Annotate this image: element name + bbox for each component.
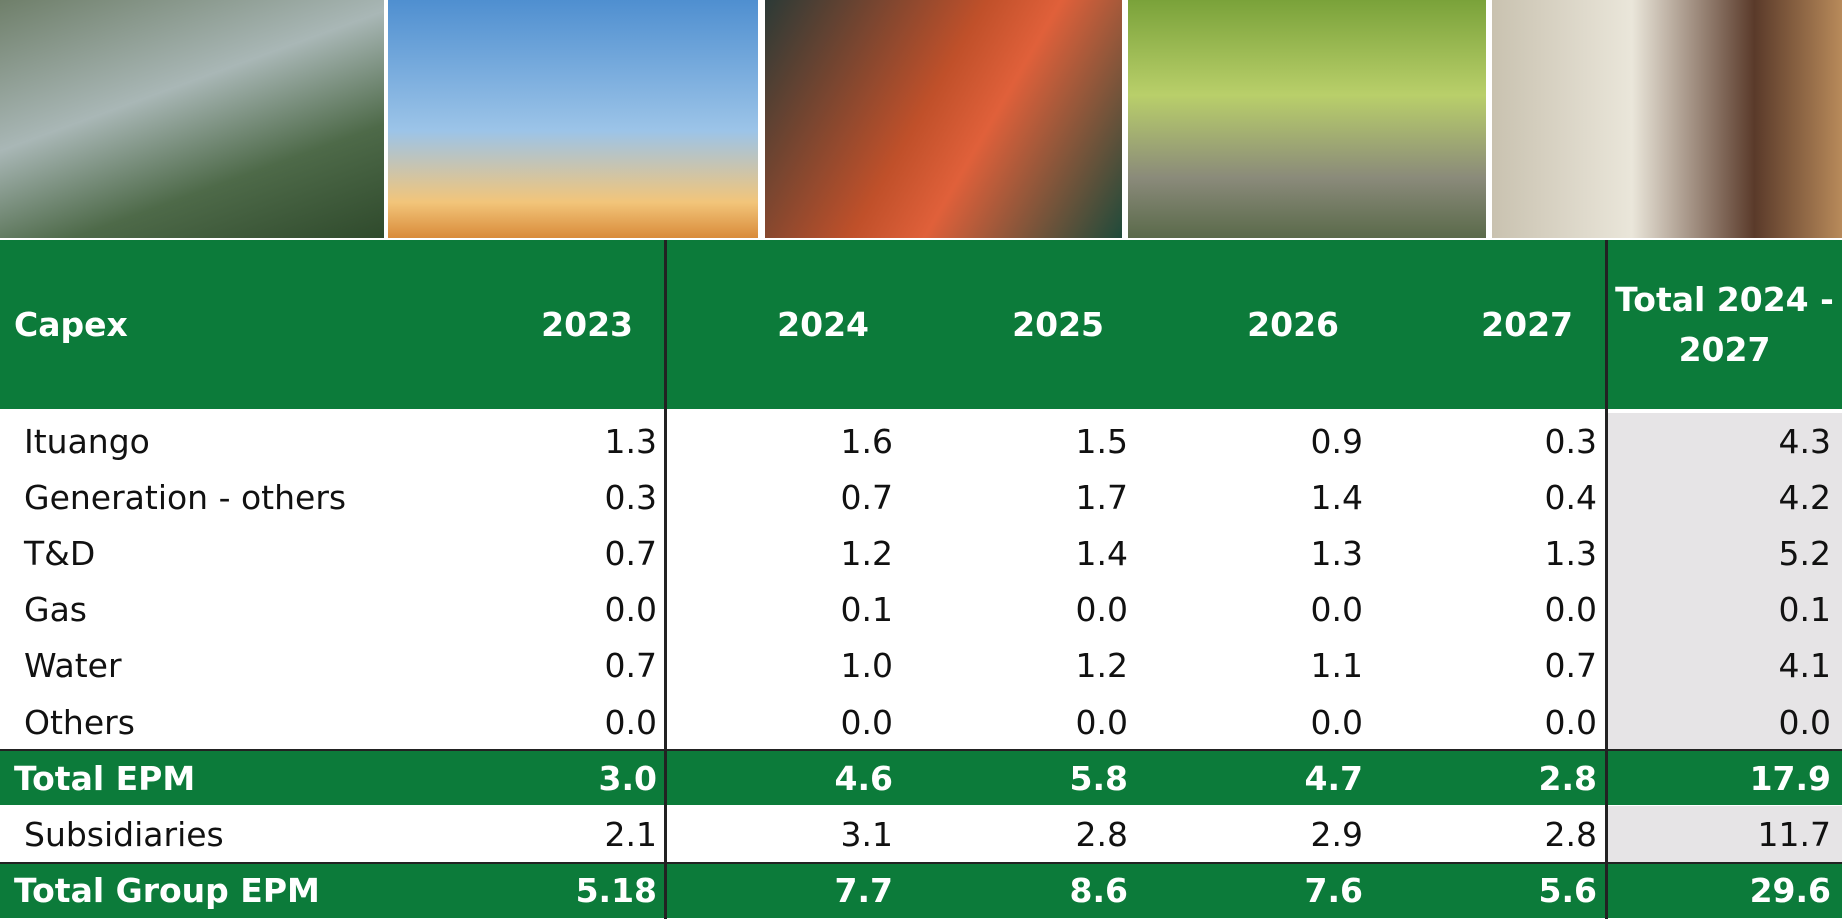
value-cell: 0.3 bbox=[604, 477, 657, 517]
header-cell: Capex bbox=[14, 305, 128, 344]
value-cell: 17.9 bbox=[1749, 758, 1831, 798]
value-cell: 0.7 bbox=[604, 533, 657, 573]
value-cell: 0.1 bbox=[840, 590, 893, 630]
row-rule bbox=[0, 861, 1842, 865]
value-cell: 2.8 bbox=[1075, 814, 1128, 854]
value-cell: 0.0 bbox=[1544, 590, 1597, 630]
total-col-bg bbox=[1607, 581, 1842, 638]
total-row-band bbox=[0, 751, 1842, 806]
photo-meter-worker bbox=[1492, 0, 1842, 238]
value-cell: 4.3 bbox=[1778, 421, 1831, 461]
value-cell: 4.2 bbox=[1778, 477, 1831, 517]
total-row-band bbox=[0, 863, 1842, 918]
value-cell: 5.8 bbox=[1069, 758, 1128, 798]
value-cell: 0.0 bbox=[1310, 590, 1363, 630]
header-cell: Total 2024 - 2027 bbox=[1615, 279, 1834, 369]
row-label: T&D bbox=[24, 533, 96, 573]
header-cell: 2023 bbox=[541, 305, 633, 344]
value-cell: 0.0 bbox=[840, 702, 893, 742]
value-cell: 0.7 bbox=[604, 646, 657, 686]
value-cell: 4.1 bbox=[1778, 646, 1831, 686]
value-cell: 1.2 bbox=[840, 533, 893, 573]
value-cell: 0.3 bbox=[1544, 421, 1597, 461]
value-cell: 1.4 bbox=[1310, 477, 1363, 517]
value-cell: 1.2 bbox=[1075, 646, 1128, 686]
value-cell: 1.4 bbox=[1075, 533, 1128, 573]
photo-turbine bbox=[765, 0, 1122, 238]
value-cell: 1.6 bbox=[840, 421, 893, 461]
value-cell: 0.1 bbox=[1778, 590, 1831, 630]
value-cell: 0.0 bbox=[1310, 702, 1363, 742]
column-divider bbox=[664, 240, 667, 919]
photo-water-tap bbox=[1128, 0, 1486, 238]
column-divider bbox=[1605, 240, 1608, 919]
value-cell: 5.18 bbox=[575, 871, 657, 911]
row-label: Total EPM bbox=[14, 758, 196, 798]
value-cell: 0.0 bbox=[1778, 702, 1831, 742]
total-col-bg bbox=[1607, 413, 1842, 470]
value-cell: 3.1 bbox=[840, 814, 893, 854]
row-label: Generation - others bbox=[24, 477, 347, 517]
header-cell: 2024 bbox=[777, 305, 869, 344]
value-cell: 0.7 bbox=[1544, 646, 1597, 686]
value-cell: 2.8 bbox=[1538, 758, 1597, 798]
value-cell: 0.9 bbox=[1310, 421, 1363, 461]
value-cell: 0.0 bbox=[604, 590, 657, 630]
value-cell: 5.2 bbox=[1778, 533, 1831, 573]
value-cell: 2.1 bbox=[604, 814, 657, 854]
value-cell: 7.6 bbox=[1304, 871, 1363, 911]
value-cell: 0.4 bbox=[1544, 477, 1597, 517]
total-col-bg bbox=[1607, 637, 1842, 694]
row-label: Others bbox=[24, 702, 135, 742]
value-cell: 1.3 bbox=[1310, 533, 1363, 573]
row-label: Ituango bbox=[24, 421, 150, 461]
value-cell: 11.7 bbox=[1757, 814, 1831, 854]
value-cell: 29.6 bbox=[1749, 871, 1831, 911]
value-cell: 0.0 bbox=[1544, 702, 1597, 742]
value-cell: 7.7 bbox=[834, 871, 893, 911]
value-cell: 1.3 bbox=[604, 421, 657, 461]
total-col-bg bbox=[1607, 525, 1842, 582]
total-col-bg bbox=[1607, 806, 1842, 863]
value-cell: 0.0 bbox=[604, 702, 657, 742]
value-cell: 1.5 bbox=[1075, 421, 1128, 461]
row-rule bbox=[0, 749, 1842, 753]
value-cell: 1.7 bbox=[1075, 477, 1128, 517]
value-cell: 3.0 bbox=[598, 758, 657, 798]
value-cell: 4.6 bbox=[834, 758, 893, 798]
header-cell: 2025 bbox=[1012, 305, 1104, 344]
header-cell: 2026 bbox=[1247, 305, 1339, 344]
value-cell: 1.0 bbox=[840, 646, 893, 686]
header-cell: 2027 bbox=[1481, 305, 1573, 344]
photo-power-tower bbox=[388, 0, 758, 238]
value-cell: 2.8 bbox=[1544, 814, 1597, 854]
header-band bbox=[0, 240, 1842, 409]
value-cell: 5.6 bbox=[1538, 871, 1597, 911]
row-label: Total Group EPM bbox=[14, 871, 320, 911]
value-cell: 1.1 bbox=[1310, 646, 1363, 686]
row-label: Gas bbox=[24, 590, 87, 630]
total-col-bg bbox=[1607, 694, 1842, 751]
row-label: Subsidiaries bbox=[24, 814, 224, 854]
value-cell: 0.0 bbox=[1075, 702, 1128, 742]
value-cell: 0.0 bbox=[1075, 590, 1128, 630]
value-cell: 1.3 bbox=[1544, 533, 1597, 573]
photo-dam bbox=[0, 0, 384, 238]
total-col-bg bbox=[1607, 469, 1842, 526]
value-cell: 2.9 bbox=[1310, 814, 1363, 854]
value-cell: 4.7 bbox=[1304, 758, 1363, 798]
value-cell: 8.6 bbox=[1069, 871, 1128, 911]
row-label: Water bbox=[24, 646, 122, 686]
value-cell: 0.7 bbox=[840, 477, 893, 517]
